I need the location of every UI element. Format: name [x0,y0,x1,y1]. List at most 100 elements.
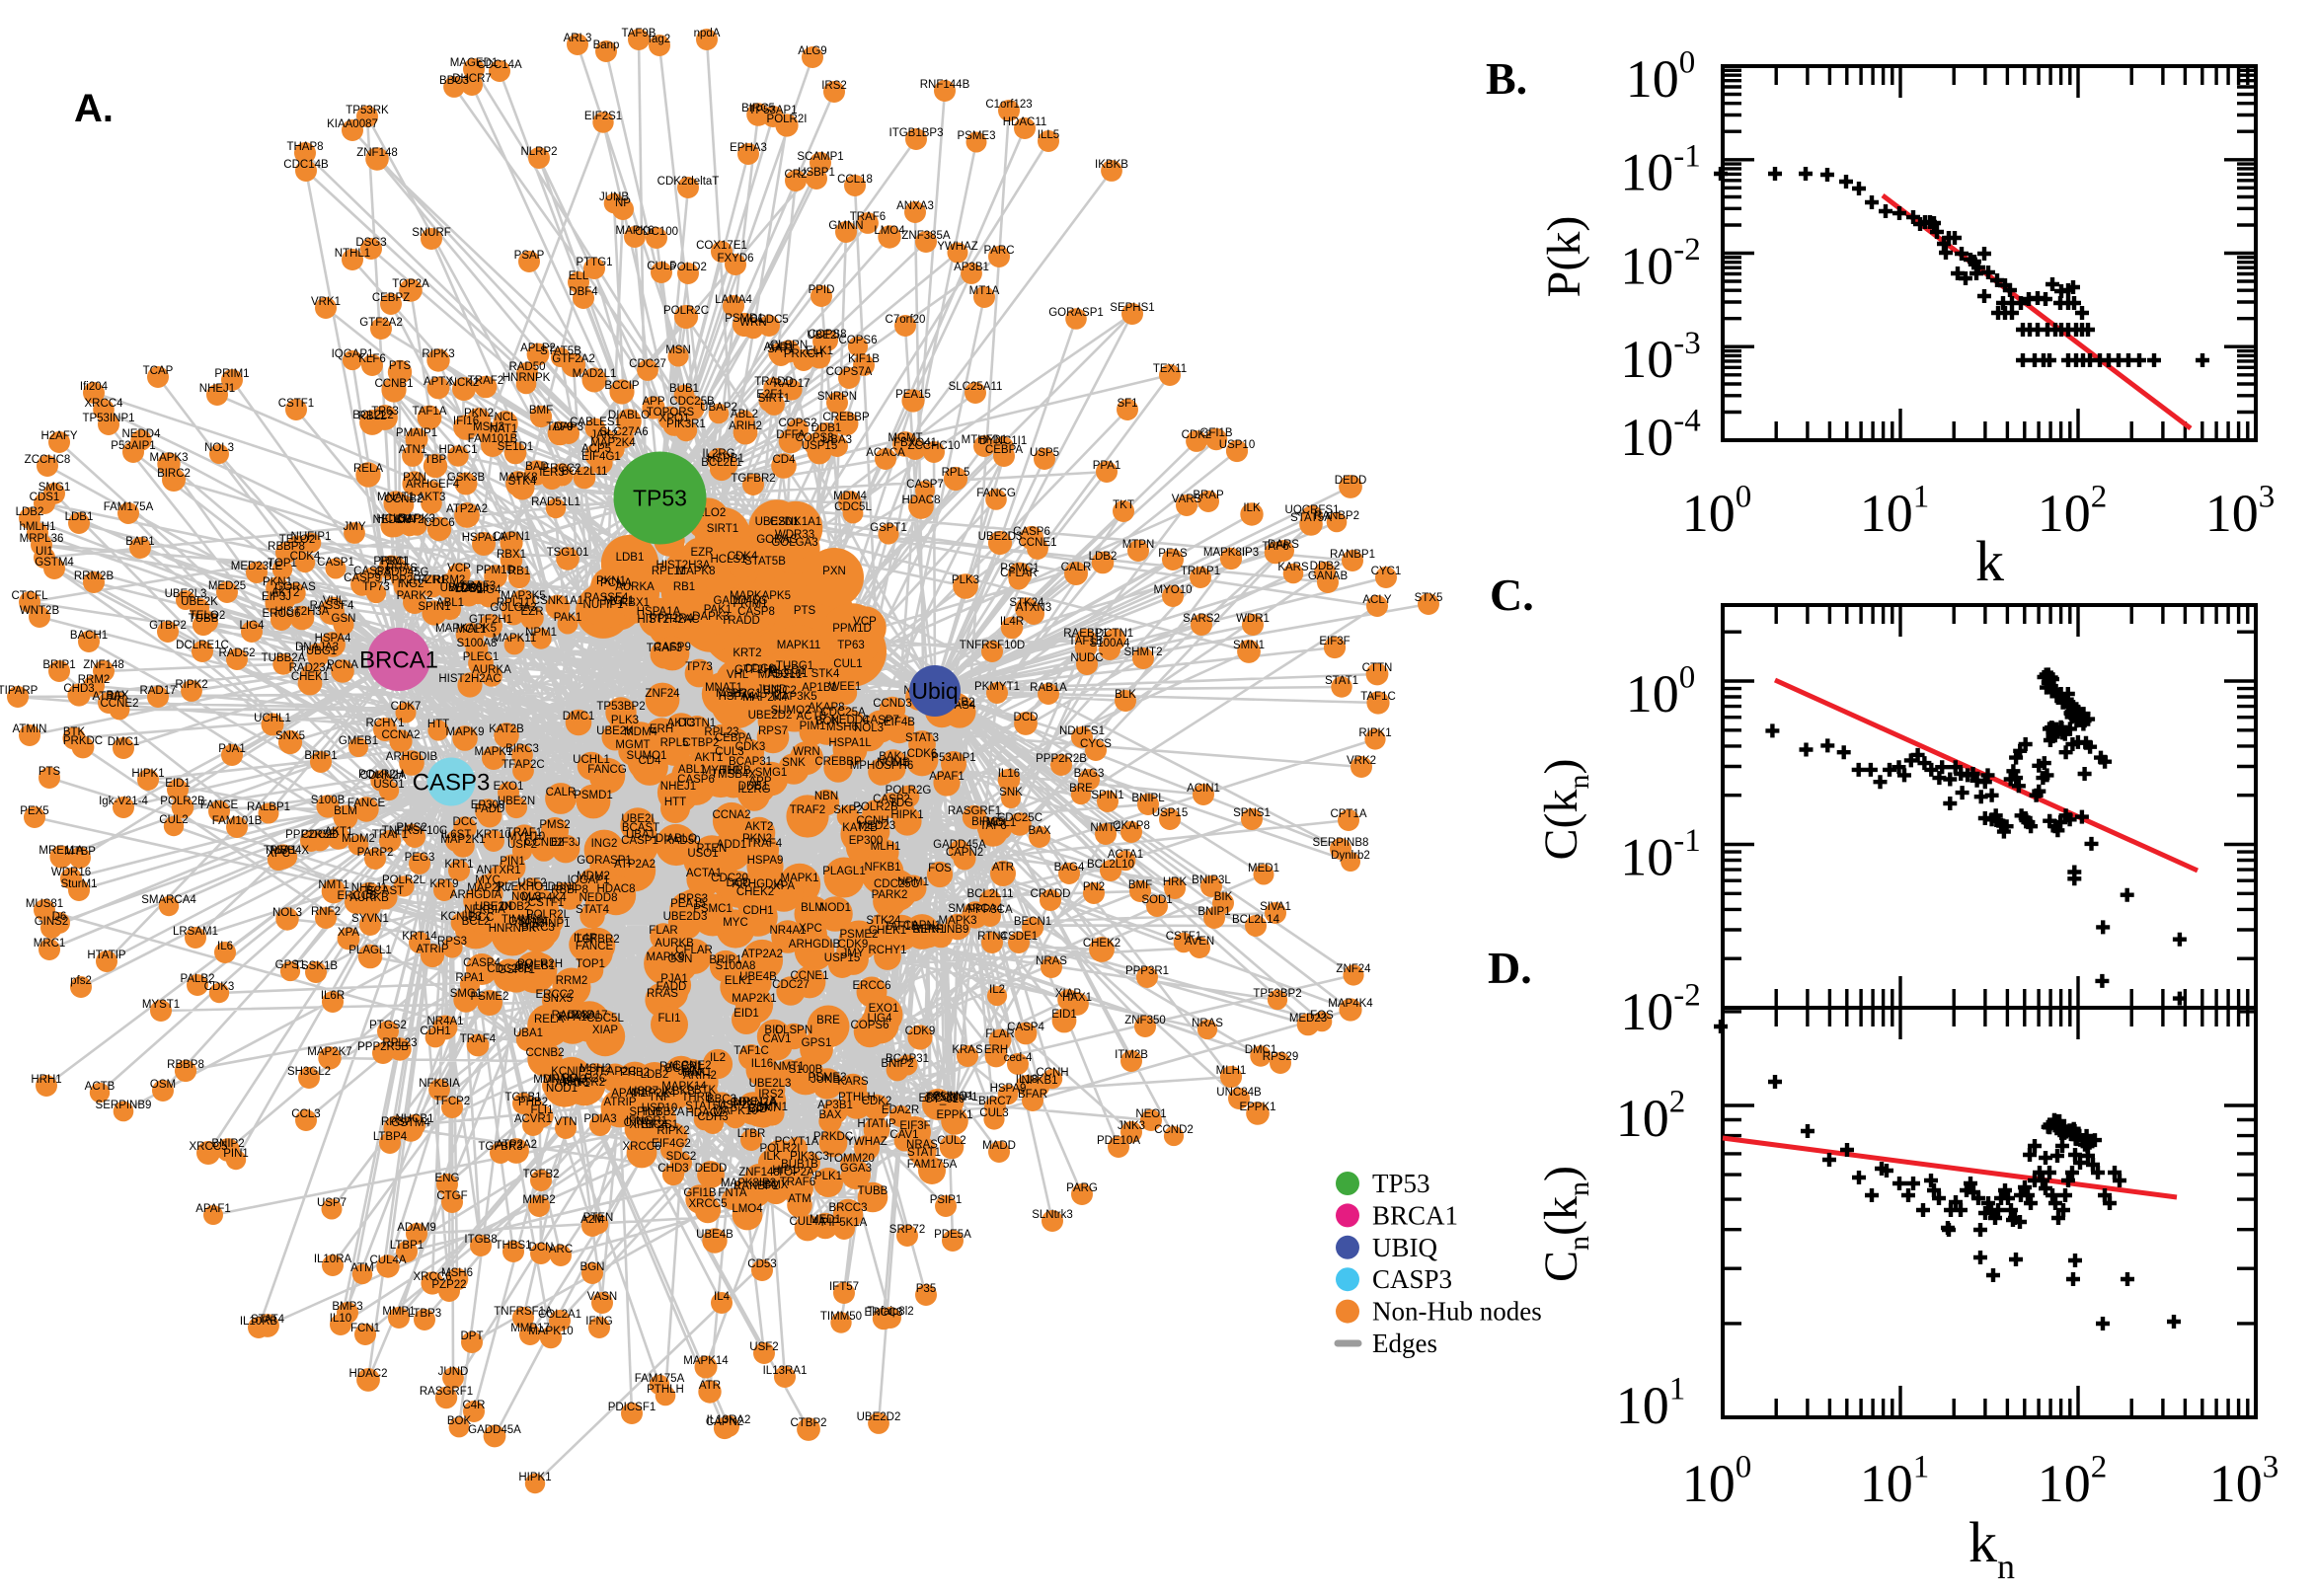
svg-text:Banp: Banp [593,39,620,51]
svg-text:CDH1: CDH1 [742,905,773,917]
svg-text:CSTF1: CSTF1 [528,897,564,909]
svg-text:FZR1: FZR1 [419,574,447,586]
svg-text:PTHLH: PTHLH [647,1384,684,1396]
svg-text:MCL1: MCL1 [604,595,635,607]
svg-text:RPL5: RPL5 [942,467,970,479]
svg-text:RCHY1: RCHY1 [869,945,907,956]
svg-text:UBE2L3: UBE2L3 [749,1078,792,1090]
svg-text:CDC25C: CDC25C [997,812,1042,824]
svg-text:TAF9B: TAF9B [622,28,656,39]
svg-text:UBE2L3: UBE2L3 [165,588,207,600]
svg-text:EID1: EID1 [733,1008,759,1020]
svg-text:KAT2B: KAT2B [489,723,524,735]
svg-text:LTBR: LTBR [737,1128,766,1140]
svg-text:WRN: WRN [793,746,819,758]
svg-text:EIF3F: EIF3F [899,1120,930,1132]
svg-text:YWHAZ: YWHAZ [937,241,978,253]
svg-text:PSME2: PSME2 [471,991,509,1003]
svg-text:RB1: RB1 [673,581,695,593]
svg-text:ZNF148: ZNF148 [356,147,398,159]
svg-text:EIF3J: EIF3J [551,837,580,849]
svg-text:RNF2: RNF2 [311,906,341,918]
svg-text:UBE2I: UBE2I [807,330,839,342]
svg-text:BAK1: BAK1 [879,751,907,763]
svg-text:PPP2R5E: PPP2R5E [285,829,337,841]
svg-text:PLK3: PLK3 [952,574,979,586]
svg-text:UBE2D2: UBE2D2 [748,710,793,722]
svg-text:PPP3R1: PPP3R1 [1125,965,1169,977]
svg-text:GPS1: GPS1 [275,959,306,971]
svg-text:CHEK1: CHEK1 [291,671,329,683]
svg-text:FANCE: FANCE [347,798,386,809]
svg-text:RASGRF1: RASGRF1 [948,805,1001,817]
svg-text:BNIP2: BNIP2 [211,1138,244,1150]
svg-text:COPS6: COPS6 [851,1020,889,1031]
svg-text:CASP8: CASP8 [737,606,775,618]
svg-text:PTS: PTS [389,360,412,372]
svg-text:MAD2L1: MAD2L1 [758,669,803,681]
svg-text:IKBKB: IKBKB [1095,159,1128,171]
svg-text:BECN1: BECN1 [1014,916,1051,928]
svg-text:ARIH2: ARIH2 [683,1070,717,1082]
svg-text:NFKB1: NFKB1 [864,862,900,874]
svg-text:SERPINB9: SERPINB9 [96,1100,152,1111]
svg-text:RAEBP1: RAEBP1 [1063,628,1108,640]
svg-text:APAF1: APAF1 [195,1203,231,1215]
svg-text:RPA1: RPA1 [455,972,484,984]
svg-text:IL6R: IL6R [321,990,345,1002]
svg-text:ZNF350: ZNF350 [1124,1015,1166,1026]
svg-text:IL13RA2: IL13RA2 [707,1414,751,1426]
svg-text:RANBP2: RANBP2 [1314,510,1359,522]
svg-text:FADD: FADD [656,981,687,993]
svg-text:COL2A1: COL2A1 [538,1309,581,1321]
svg-text:CDK9: CDK9 [905,1026,936,1037]
svg-text:MSH2: MSH2 [579,1063,611,1075]
svg-text:IQGAP1: IQGAP1 [332,348,374,360]
svg-text:TP53RK: TP53RK [346,105,389,116]
svg-text:MYO10: MYO10 [1154,584,1193,596]
svg-text:CDK3: CDK3 [204,981,235,993]
svg-text:SIRT1: SIRT1 [707,523,738,535]
svg-text:SDC2: SDC2 [666,1151,697,1163]
svg-text:BRIP1: BRIP1 [709,954,741,966]
svg-text:NMT2: NMT2 [1090,822,1120,834]
svg-text:PPP2R5B: PPP2R5B [357,1041,409,1053]
svg-text:CTGF: CTGF [436,1190,467,1202]
svg-text:EZR: EZR [691,547,714,559]
svg-text:RTN4: RTN4 [977,931,1007,943]
svg-text:CTBP2: CTBP2 [790,1417,826,1429]
svg-text:LAMA4: LAMA4 [715,294,752,306]
svg-text:MUS81: MUS81 [26,898,63,910]
svg-text:CCNB1: CCNB1 [375,378,414,390]
svg-text:AKT2: AKT2 [271,587,300,599]
svg-text:CCND2: CCND2 [524,837,564,849]
svg-text:Edges: Edges [1372,1329,1437,1358]
svg-text:ATR: ATR [992,862,1014,874]
svg-text:PSMC1: PSMC1 [1000,563,1040,574]
svg-text:CDC20: CDC20 [301,829,339,841]
svg-text:MED23: MED23 [1289,1013,1327,1025]
svg-text:COX17E1: COX17E1 [696,240,747,252]
svg-text:GSTM4: GSTM4 [35,557,74,569]
svg-text:PKN2: PKN2 [464,408,494,419]
svg-text:BIRC7: BIRC7 [978,1096,1012,1107]
svg-text:PSMC1: PSMC1 [693,903,733,915]
svg-text:STAT4: STAT4 [576,904,610,916]
svg-text:CTBP2: CTBP2 [682,737,719,749]
svg-text:CREBBP: CREBBP [814,756,862,768]
svg-text:IL6ST: IL6ST [441,829,472,841]
svg-text:TAF1B: TAF1B [1069,636,1104,647]
svg-text:PLK1: PLK1 [814,1171,842,1182]
svg-text:PRKCH: PRKCH [784,348,823,360]
svg-text:UBA3: UBA3 [822,434,852,446]
svg-text:BCL2L11: BCL2L11 [561,466,607,478]
svg-text:FOS: FOS [1310,1010,1334,1022]
svg-text:RAD50: RAD50 [663,835,700,847]
svg-text:PLEC1: PLEC1 [770,665,806,677]
svg-text:BID: BID [764,1025,783,1036]
svg-text:HSPA4: HSPA4 [719,691,755,703]
svg-text:AP3B1: AP3B1 [817,1100,853,1111]
svg-text:PKN1: PKN1 [263,576,292,588]
svg-text:MSN: MSN [665,344,691,356]
svg-text:CAV1: CAV1 [762,1033,791,1045]
